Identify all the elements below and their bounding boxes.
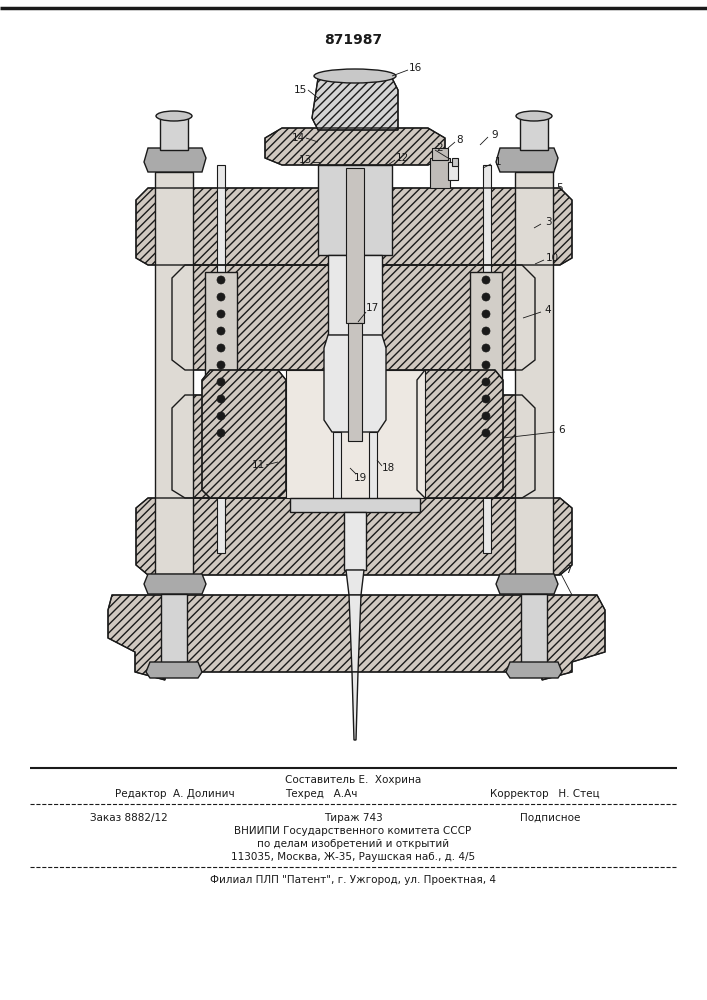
Polygon shape bbox=[265, 128, 445, 165]
Text: Редактор  А. Долинич: Редактор А. Долинич bbox=[115, 789, 235, 799]
Polygon shape bbox=[349, 595, 361, 672]
Text: 19: 19 bbox=[354, 473, 367, 483]
Bar bbox=[520, 118, 548, 150]
Ellipse shape bbox=[482, 310, 490, 318]
Ellipse shape bbox=[314, 69, 396, 83]
Text: 113035, Москва, Ж-35, Раушская наб., д. 4/5: 113035, Москва, Ж-35, Раушская наб., д. … bbox=[231, 852, 475, 862]
Polygon shape bbox=[346, 570, 364, 595]
Bar bbox=[515, 172, 553, 574]
Text: 12: 12 bbox=[395, 153, 409, 163]
Bar bbox=[328, 255, 382, 335]
Bar bbox=[286, 370, 425, 498]
Bar bbox=[318, 165, 392, 255]
Ellipse shape bbox=[482, 395, 490, 403]
Polygon shape bbox=[172, 395, 535, 498]
Ellipse shape bbox=[217, 361, 225, 369]
Polygon shape bbox=[172, 265, 535, 370]
Ellipse shape bbox=[482, 276, 490, 284]
Ellipse shape bbox=[482, 378, 490, 386]
Bar bbox=[448, 162, 458, 180]
Bar bbox=[344, 512, 366, 570]
Bar bbox=[430, 158, 450, 188]
Bar bbox=[432, 148, 448, 160]
Polygon shape bbox=[312, 78, 398, 130]
Text: 14: 14 bbox=[291, 133, 305, 143]
Bar bbox=[346, 168, 364, 323]
Text: 6: 6 bbox=[559, 425, 566, 435]
Text: 1: 1 bbox=[495, 157, 501, 167]
Polygon shape bbox=[506, 662, 562, 678]
Text: 13: 13 bbox=[298, 155, 312, 165]
Text: Заказ 8882/12: Заказ 8882/12 bbox=[90, 813, 168, 823]
Text: 871987: 871987 bbox=[324, 33, 382, 47]
Polygon shape bbox=[146, 662, 202, 678]
Text: 18: 18 bbox=[381, 463, 395, 473]
Polygon shape bbox=[496, 148, 558, 172]
Text: 4: 4 bbox=[544, 305, 551, 315]
Bar bbox=[470, 272, 502, 454]
Ellipse shape bbox=[482, 293, 490, 301]
Polygon shape bbox=[496, 574, 558, 594]
Text: 9: 9 bbox=[491, 130, 498, 140]
Polygon shape bbox=[352, 672, 358, 740]
Polygon shape bbox=[417, 370, 503, 498]
Ellipse shape bbox=[482, 344, 490, 352]
Text: 2: 2 bbox=[437, 143, 443, 153]
Polygon shape bbox=[202, 370, 286, 498]
Polygon shape bbox=[144, 148, 206, 172]
Bar bbox=[369, 432, 377, 500]
Ellipse shape bbox=[482, 429, 490, 437]
Text: 11: 11 bbox=[252, 460, 264, 470]
Bar bbox=[161, 594, 187, 666]
Bar bbox=[217, 165, 225, 553]
Polygon shape bbox=[144, 574, 206, 594]
Bar bbox=[155, 172, 193, 574]
Text: 5: 5 bbox=[556, 183, 563, 193]
Bar bbox=[521, 594, 547, 666]
Ellipse shape bbox=[217, 310, 225, 318]
Ellipse shape bbox=[482, 361, 490, 369]
Text: 15: 15 bbox=[293, 85, 307, 95]
Text: 8: 8 bbox=[457, 135, 463, 145]
Polygon shape bbox=[136, 188, 572, 265]
Text: 3: 3 bbox=[544, 217, 551, 227]
Ellipse shape bbox=[217, 293, 225, 301]
Text: 17: 17 bbox=[366, 303, 379, 313]
Text: Филиал ПЛП "Патент", г. Ужгород, ул. Проектная, 4: Филиал ПЛП "Патент", г. Ужгород, ул. Про… bbox=[210, 875, 496, 885]
Text: по делам изобретений и открытий: по делам изобретений и открытий bbox=[257, 839, 449, 849]
Bar bbox=[348, 323, 362, 441]
Polygon shape bbox=[108, 595, 605, 680]
Polygon shape bbox=[136, 498, 572, 575]
Text: 7: 7 bbox=[565, 565, 571, 575]
Ellipse shape bbox=[482, 412, 490, 420]
Bar bbox=[160, 118, 188, 150]
Text: 16: 16 bbox=[409, 63, 421, 73]
Text: Корректор   Н. Стец: Корректор Н. Стец bbox=[490, 789, 600, 799]
Ellipse shape bbox=[482, 327, 490, 335]
Ellipse shape bbox=[156, 111, 192, 121]
Text: ВНИИПИ Государственного комитета СССР: ВНИИПИ Государственного комитета СССР bbox=[235, 826, 472, 836]
Bar bbox=[290, 498, 420, 512]
Text: 10: 10 bbox=[545, 253, 559, 263]
Ellipse shape bbox=[217, 429, 225, 437]
Ellipse shape bbox=[217, 412, 225, 420]
Ellipse shape bbox=[217, 378, 225, 386]
Bar bbox=[483, 165, 491, 553]
Polygon shape bbox=[324, 335, 386, 432]
Text: Составитель Е.  Хохрина: Составитель Е. Хохрина bbox=[285, 775, 421, 785]
Text: Техред   А.Ач: Техред А.Ач bbox=[285, 789, 357, 799]
Bar bbox=[205, 272, 237, 454]
Text: Тираж 743: Тираж 743 bbox=[324, 813, 382, 823]
Text: Подписное: Подписное bbox=[520, 813, 580, 823]
Ellipse shape bbox=[516, 111, 552, 121]
Ellipse shape bbox=[217, 327, 225, 335]
Bar bbox=[333, 432, 341, 500]
Ellipse shape bbox=[217, 395, 225, 403]
Bar bbox=[452, 158, 458, 166]
Ellipse shape bbox=[217, 344, 225, 352]
Ellipse shape bbox=[217, 276, 225, 284]
